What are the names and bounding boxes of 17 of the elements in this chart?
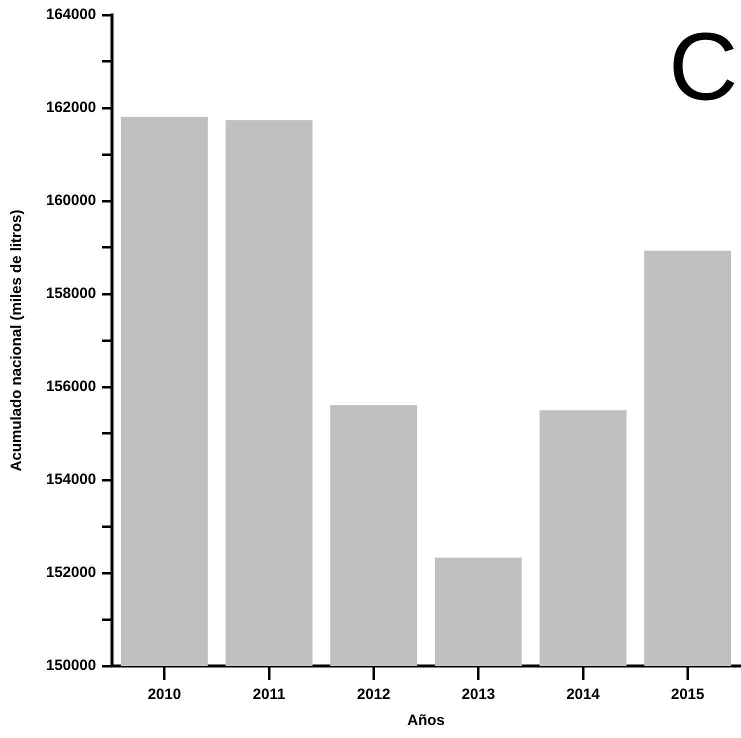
y-tick-label: 162000 <box>46 99 96 116</box>
x-axis-title: Años <box>407 712 445 730</box>
y-tick-label: 156000 <box>46 378 96 396</box>
x-tick-label: 2012 <box>357 686 390 704</box>
x-tick-label: 2011 <box>252 686 286 704</box>
x-tick-label: 2015 <box>670 686 704 704</box>
x-tick-label: 2014 <box>566 686 600 704</box>
annotation: C <box>668 13 738 120</box>
y-tick-label: 152000 <box>46 564 96 582</box>
x-tick-label: 2010 <box>148 686 182 704</box>
x-tick-label: 2013 <box>462 686 496 704</box>
y-tick-label: 160000 <box>46 192 96 210</box>
y-tick-label: 154000 <box>46 471 96 488</box>
y-axis-title: Acumulado nacional (miles de litros) <box>8 210 26 472</box>
y-tick-label: 158000 <box>46 285 96 302</box>
y-tick-label: 164000 <box>46 6 96 24</box>
y-tick-label: 150000 <box>46 657 96 674</box>
